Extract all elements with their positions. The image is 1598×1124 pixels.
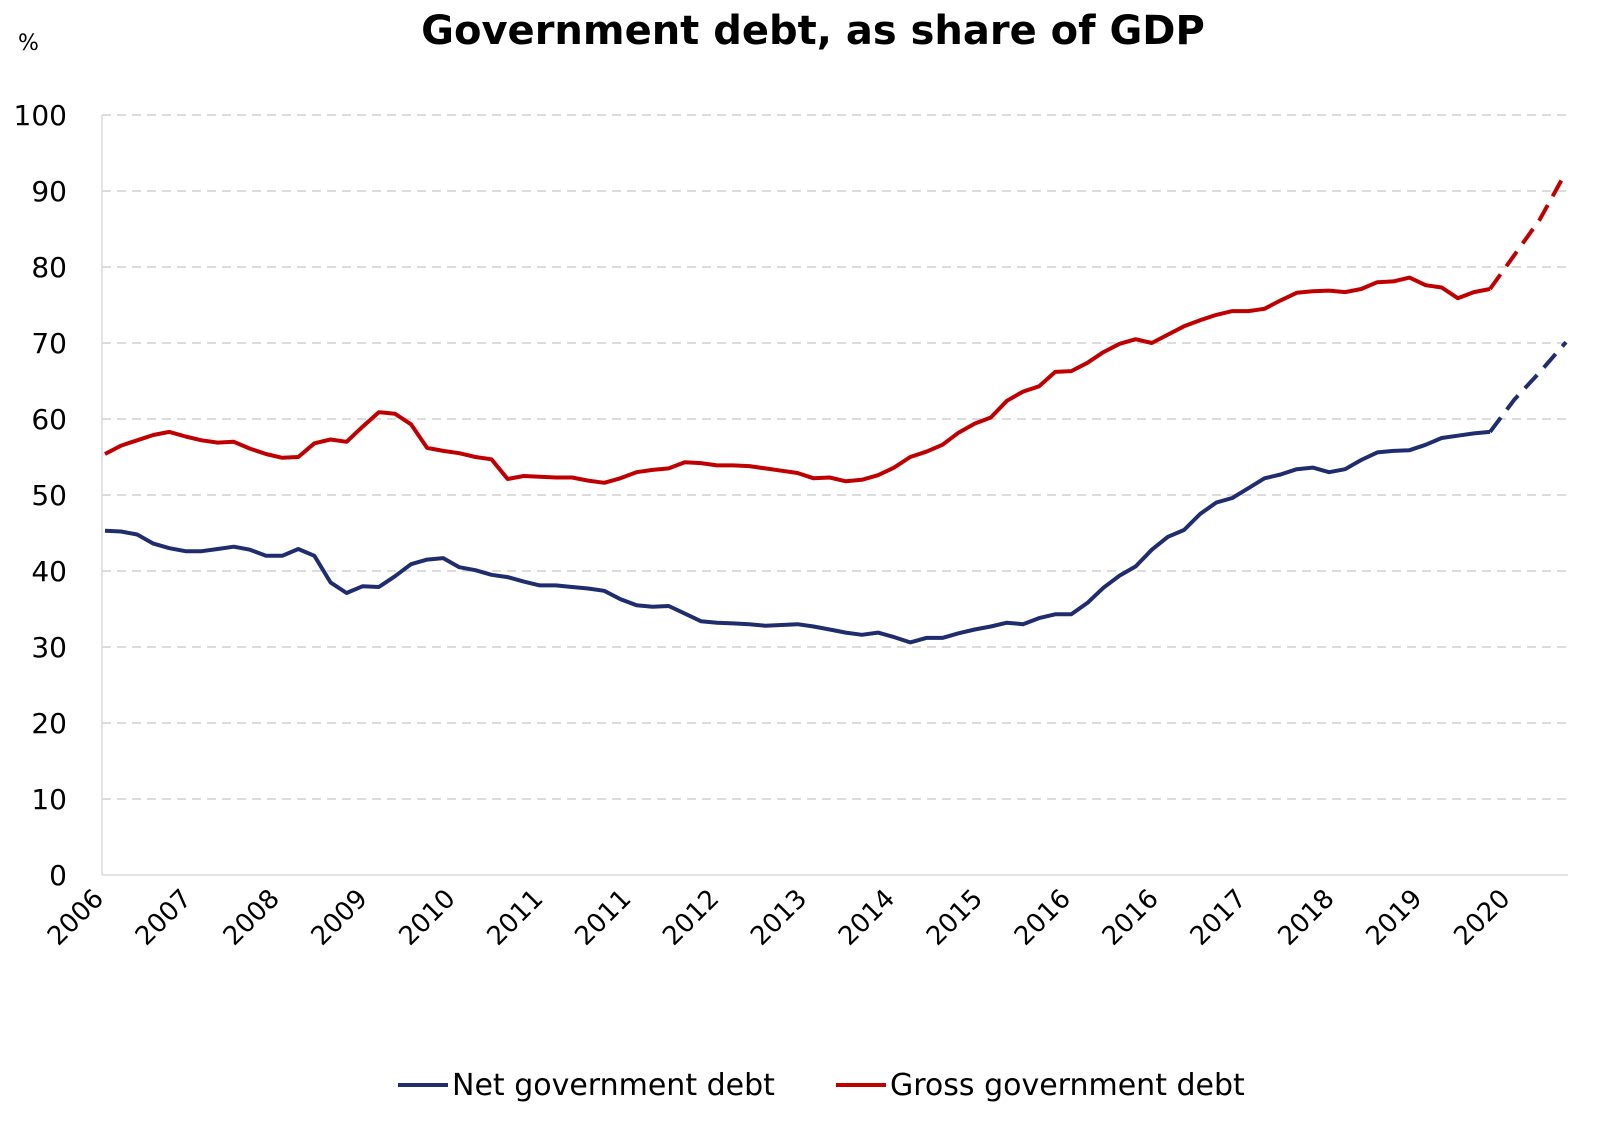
legend-label-gross: Gross government debt <box>890 1068 1245 1103</box>
x-tick-label: 2020 <box>1448 884 1516 952</box>
y-tick-label: 10 <box>31 783 67 816</box>
x-tick-label: 2011 <box>481 884 549 952</box>
x-tick-label: 2015 <box>921 884 989 952</box>
y-tick-label: 80 <box>31 251 67 284</box>
series-line-gross <box>104 275 1491 485</box>
x-tick-label: 2019 <box>1360 884 1428 952</box>
y-tick-label: 30 <box>31 631 67 664</box>
x-tick-label: 2009 <box>306 884 374 952</box>
legend-label-net: Net government debt <box>452 1068 775 1103</box>
x-tick-label: 2008 <box>218 884 286 952</box>
x-axis: 2006 2007 2008 2009 2010 2011 2011 2012 2013 2014… <box>42 874 1568 952</box>
x-tick-label: 2014 <box>833 884 901 952</box>
x-tick-label: 2018 <box>1273 884 1341 952</box>
chart-title: Government debt, as share of GDP <box>421 8 1205 54</box>
series-projection-gross <box>1488 171 1568 291</box>
x-tick-label: 2011 <box>569 884 637 952</box>
y-tick-label: 60 <box>31 403 67 436</box>
y-axis: 0 10 20 30 40 50 60 70 80 90 100 <box>14 99 103 892</box>
x-tick-label: 2006 <box>42 884 110 952</box>
x-tick-label: 2012 <box>657 884 725 952</box>
x-tick-label: 2016 <box>1009 884 1077 952</box>
legend: Net government debt Gross government deb… <box>398 1068 1245 1103</box>
x-tick-label: 2007 <box>130 884 198 952</box>
y-unit-label: % <box>18 31 39 56</box>
x-tick-label: 2010 <box>394 884 462 952</box>
y-tick-label: 50 <box>31 479 67 512</box>
x-tick-label: 2017 <box>1185 884 1253 952</box>
x-tick-label: 2013 <box>745 884 813 952</box>
x-tick-label: 2016 <box>1097 884 1165 952</box>
y-tick-label: 20 <box>31 707 67 740</box>
series-layer <box>104 171 1568 645</box>
y-tick-label: 0 <box>49 859 67 892</box>
grid-lines <box>102 114 1568 800</box>
series-projection-net <box>1488 340 1568 434</box>
y-tick-label: 70 <box>31 327 67 360</box>
y-tick-label: 90 <box>31 175 67 208</box>
y-tick-label: 40 <box>31 555 67 588</box>
y-tick-label: 100 <box>14 99 67 132</box>
series-line-net <box>104 429 1491 645</box>
